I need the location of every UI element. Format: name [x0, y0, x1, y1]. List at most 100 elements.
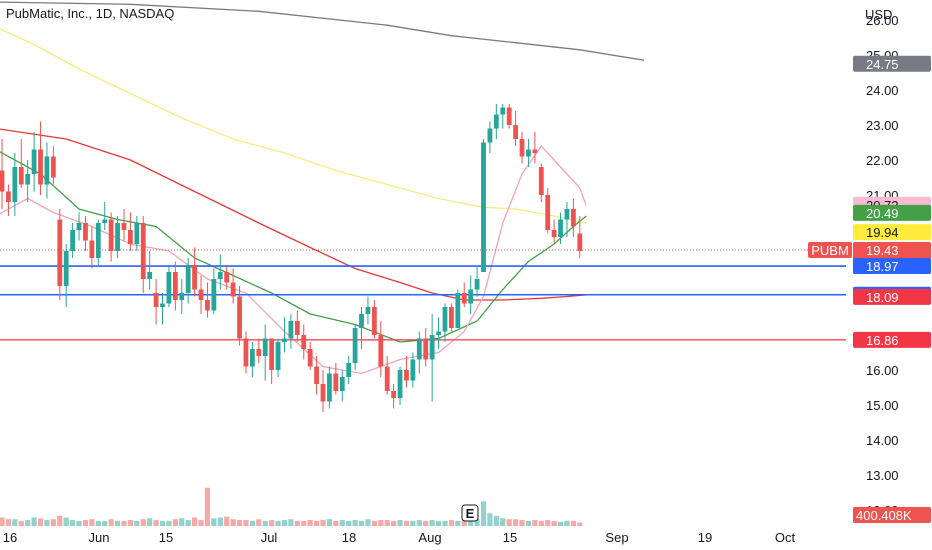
candle-body [416, 338, 422, 360]
moving-average-layer [0, 1, 645, 375]
candle-body [153, 293, 159, 307]
volume-bar [25, 520, 31, 526]
candle-body [179, 293, 185, 300]
volume-bar [378, 520, 384, 526]
candle-body [564, 209, 570, 220]
candle-body [83, 223, 88, 241]
volume-bar [18, 520, 24, 526]
volume-bar [461, 520, 467, 526]
candle-body [18, 167, 24, 185]
volume-bar [12, 519, 18, 526]
volume-bar [275, 520, 281, 526]
time-axis[interactable]: 16 Jun 15 Jul 18 Aug 15 Sep 19 Oct [3, 530, 796, 545]
volume-bar [192, 517, 198, 526]
volume-bar [198, 520, 204, 526]
candle-body [359, 314, 364, 328]
volume-bar [545, 520, 551, 526]
candle-body [172, 272, 178, 300]
price-tag-label: 24.75 [866, 57, 899, 72]
candle-body [397, 370, 403, 398]
candle-body [217, 272, 223, 279]
volume-bar [403, 520, 410, 526]
candle-body [365, 307, 371, 314]
candle-body [455, 293, 461, 328]
volume-bar [249, 520, 255, 526]
volume-bar [37, 518, 44, 526]
candle-body [230, 282, 236, 297]
volume-bar [294, 520, 300, 526]
price-tag-label: 18.09 [866, 290, 899, 305]
candle-body [532, 149, 538, 153]
volume-bar [519, 520, 525, 526]
volume-bar [50, 519, 56, 526]
time-axis-tick: Aug [418, 530, 441, 545]
volume-bar [455, 520, 461, 526]
price-tag-bg [853, 331, 931, 348]
volume-bar [236, 520, 243, 526]
candle-body [288, 321, 294, 339]
candle-body [70, 230, 76, 251]
volume-bar [326, 519, 333, 526]
price-tags: 24.7520.7220.4919.9419.4303:1418.9718.15… [808, 55, 931, 523]
price-tag-bg [853, 204, 931, 221]
candle-body [57, 219, 63, 286]
volume-bar [307, 520, 313, 526]
candle-body [275, 342, 281, 370]
earnings-layer[interactable]: E [461, 504, 479, 522]
candle-body [468, 289, 474, 304]
volume-layer [0, 487, 583, 526]
candle-body [545, 195, 551, 230]
candle-body [423, 338, 429, 360]
candle-body [185, 265, 191, 293]
candle-body [391, 391, 397, 398]
volume-bar [320, 520, 326, 526]
volume-bar [288, 519, 294, 526]
volume-bar [333, 520, 339, 526]
price-tag-label: 20.49 [866, 206, 899, 221]
candle-body [558, 219, 563, 237]
time-axis-tick: 15 [503, 530, 517, 545]
candle-body [378, 335, 384, 367]
moving-average-line [0, 128, 587, 301]
volume-bar [89, 519, 95, 526]
earnings-marker-label: E [466, 506, 475, 521]
volume-bar [57, 515, 63, 526]
candle-body [371, 307, 377, 335]
volume-bar [506, 519, 512, 526]
volume-bar [153, 520, 159, 526]
volume-bar [95, 520, 101, 526]
volume-bar [487, 513, 493, 526]
price-tag-label: 16.86 [866, 333, 899, 348]
volume-bar [371, 520, 377, 526]
price-axis-tick: 23.00 [866, 118, 899, 133]
volume-bar [346, 520, 352, 526]
price-axis-tick: 14.00 [866, 433, 899, 448]
volume-bar [102, 520, 108, 526]
candle-body [237, 296, 242, 339]
candles-layer [0, 104, 583, 412]
volume-bar [365, 519, 371, 526]
volume-bar [262, 520, 268, 526]
volume-bar [557, 521, 564, 526]
volume-bar [564, 520, 570, 526]
volume-bar [513, 519, 519, 526]
candle-body [384, 366, 390, 391]
candle-body [481, 142, 486, 272]
volume-bar [121, 520, 127, 526]
volume-bar [140, 519, 146, 526]
volume-bar [147, 518, 153, 526]
volume-bar [134, 520, 140, 526]
candle-body [6, 191, 11, 202]
price-tag-bg [853, 224, 931, 241]
candle-body [570, 209, 576, 227]
volume-bar [114, 520, 121, 526]
candle-body [31, 149, 37, 174]
time-axis-tick: Jul [261, 530, 278, 545]
moving-average-line [0, 151, 587, 343]
candle-body [243, 338, 249, 367]
volume-bar [468, 520, 474, 526]
volume-bar [480, 501, 487, 526]
volume-bar [435, 520, 442, 526]
candle-body [339, 377, 345, 391]
